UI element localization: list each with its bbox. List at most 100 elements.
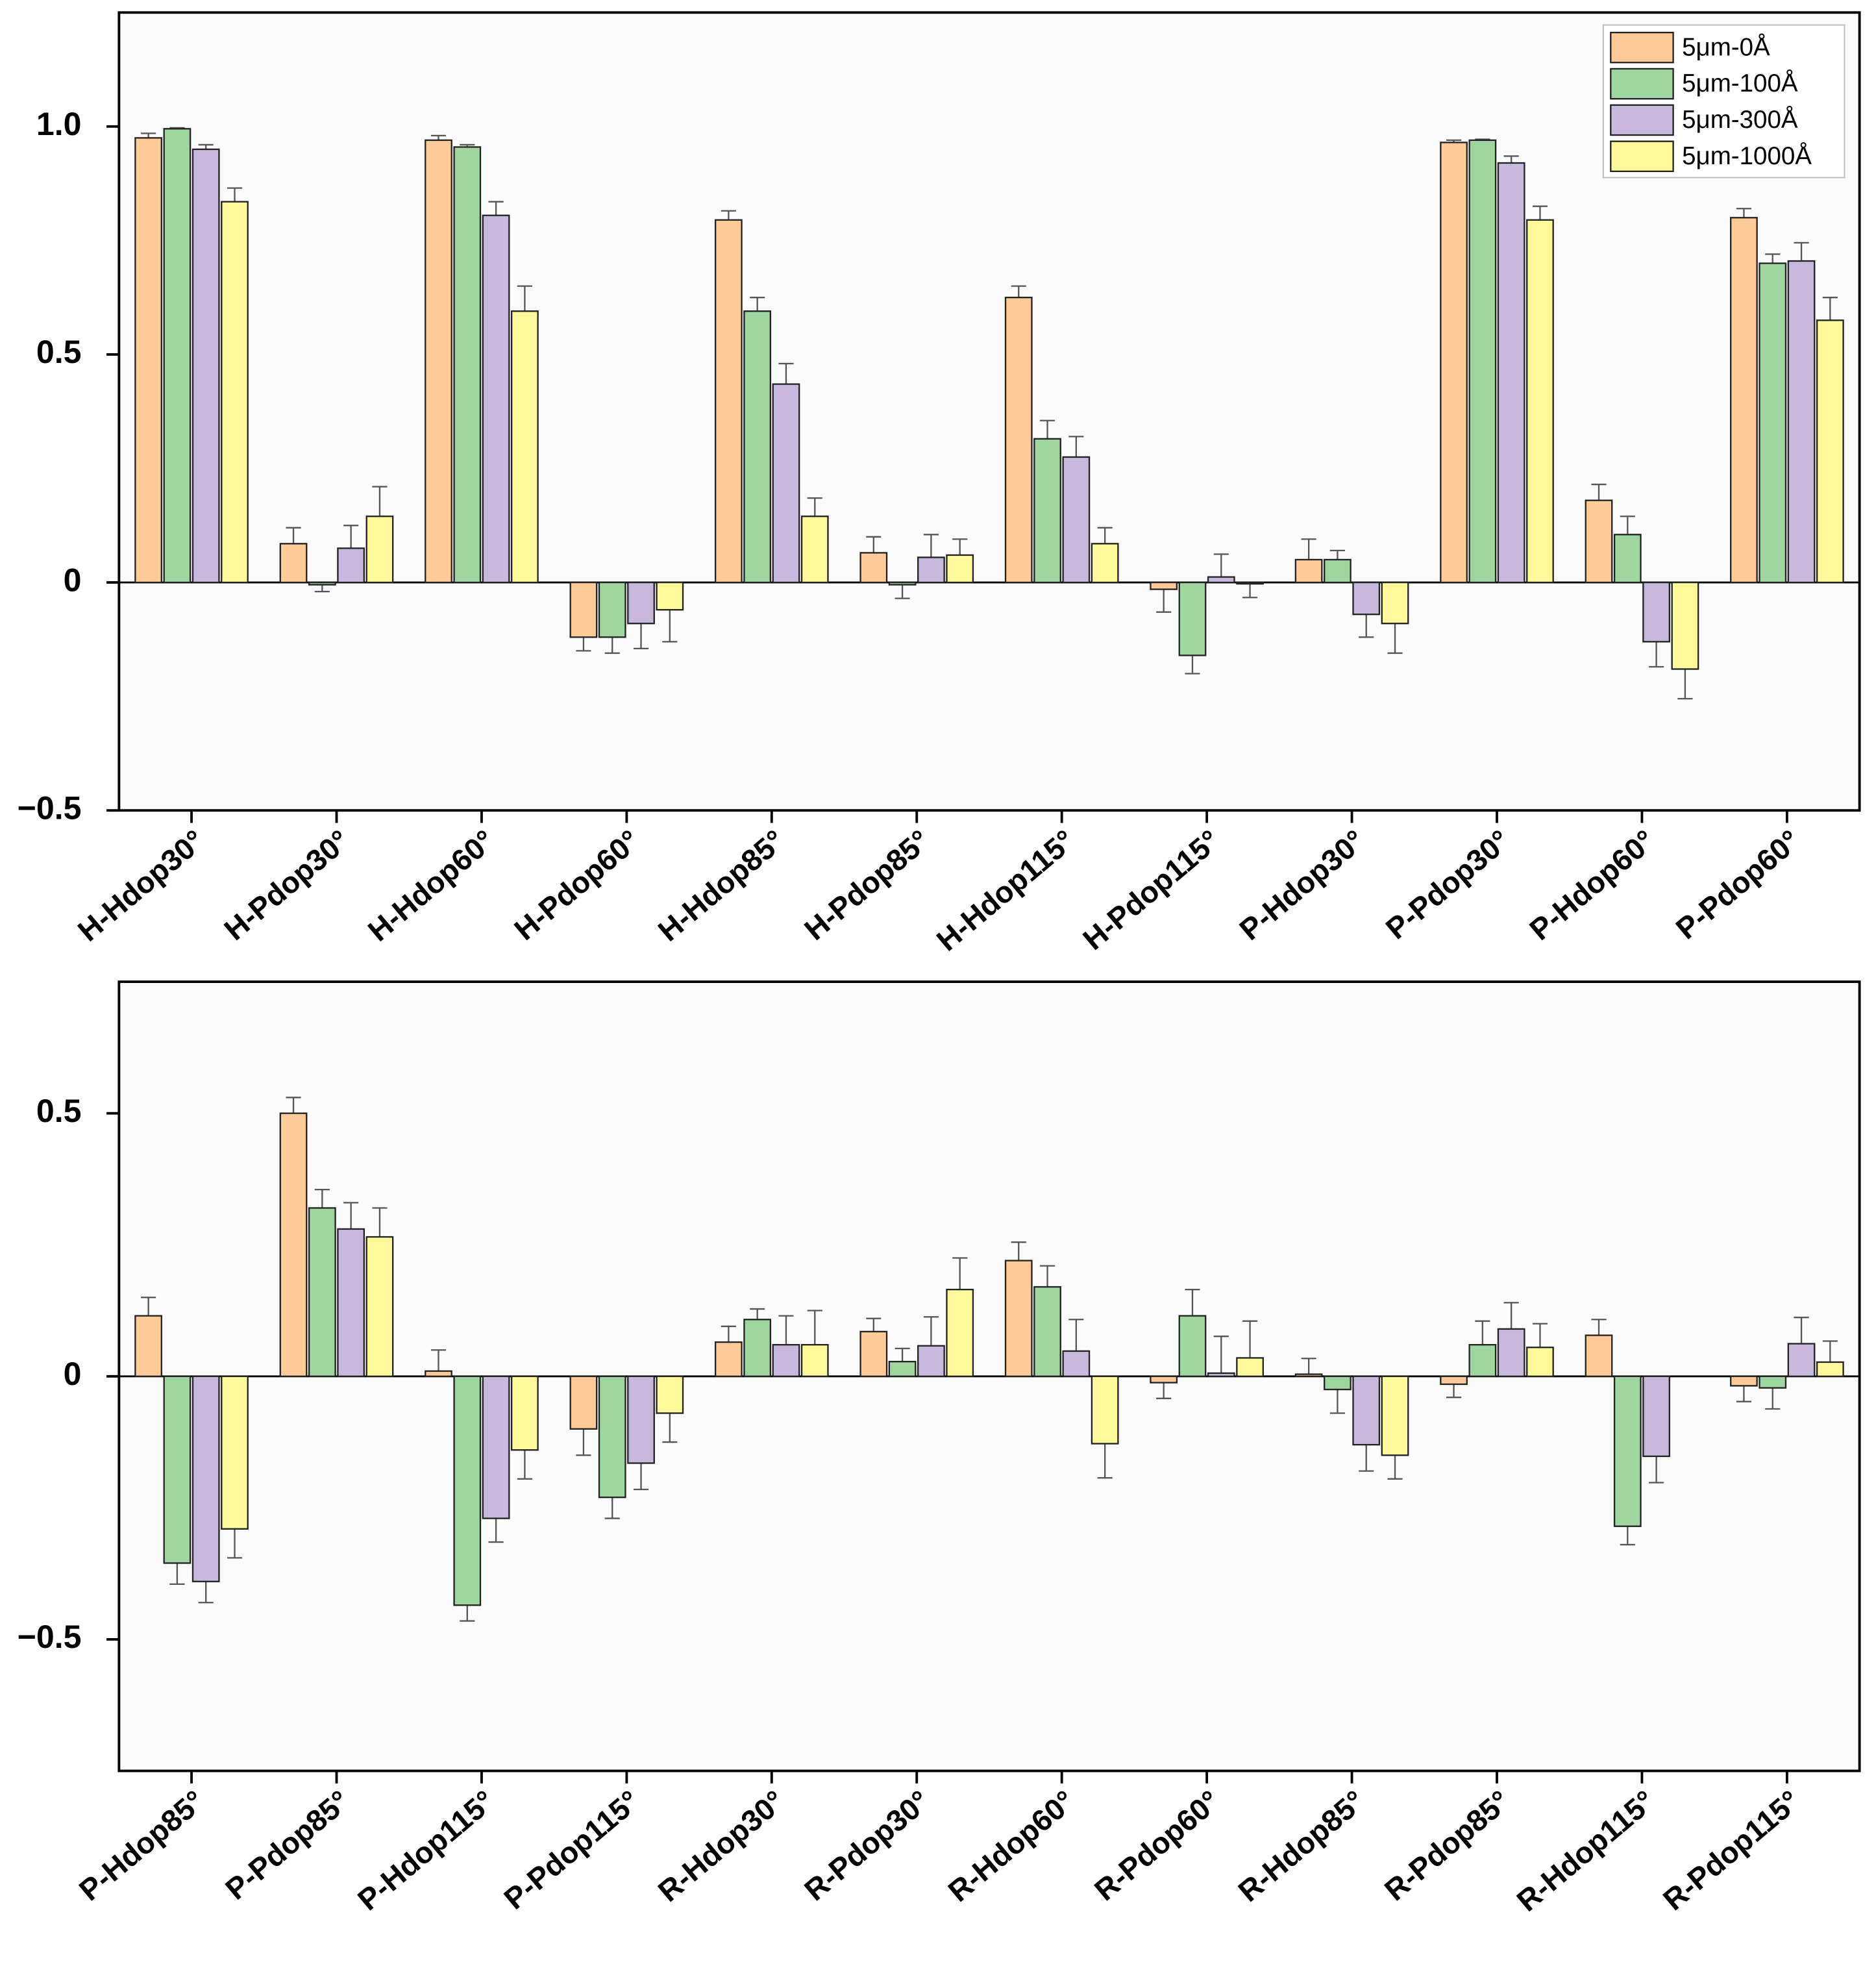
bar [453,1375,482,1606]
bar [1816,319,1844,584]
legend-swatch [1610,104,1674,136]
error-bar [576,637,591,652]
bar [1585,1334,1613,1377]
error-bar [633,623,649,650]
x-tick-label: R-Pdop30° [798,1784,936,1907]
bar [1150,581,1178,590]
bar [1730,1375,1758,1387]
y-tick-label: 0.5 [36,1093,82,1129]
bar [1468,1344,1497,1377]
bar [1381,581,1409,625]
error-bar [1620,1526,1635,1546]
bar [1613,534,1642,584]
bar [1324,1375,1351,1391]
x-tick-label: H-Pdop115° [1076,823,1226,956]
error-bar [576,1428,591,1456]
error-bar [1765,1387,1781,1410]
bar [365,1236,394,1377]
error-bar [141,132,156,138]
error-bar [1185,1288,1200,1316]
bar [627,1375,655,1464]
bar [743,1319,772,1377]
bar [1642,1375,1670,1458]
bar [279,1112,308,1377]
error-bar [1446,1384,1462,1399]
error-bar [750,297,765,312]
error-bar [372,1207,388,1238]
x-tick-label: P-Hdop30° [1233,823,1371,947]
bar [1730,217,1758,584]
legend-swatch [1610,68,1674,100]
bar [1497,1328,1525,1377]
bar [859,1330,888,1377]
bar [365,516,394,584]
bar [946,554,974,584]
x-tick-label: P-Hdop85° [73,1784,211,1907]
bar [800,1344,829,1377]
x-tick-label: R-Hdop85° [1231,1784,1371,1908]
bar [1497,162,1525,584]
x-tick-label: R-Hdop115° [1511,1784,1662,1918]
bar [1526,1347,1554,1377]
bar [772,383,800,584]
bar [1091,1375,1119,1445]
bar [453,146,482,584]
x-tick-label: R-Pdop115° [1657,1784,1807,1917]
x-tick-label: P-Pdop85° [219,1784,356,1906]
error-bar [633,1463,649,1491]
x-tick-label: R-Hdop60° [942,1784,1081,1908]
bar [1062,1350,1091,1377]
x-tick-label: P-Hdop115° [351,1784,501,1917]
error-bar [662,610,678,643]
x-tick-label: H-Pdop85° [798,823,936,947]
error-bar [1039,419,1055,439]
error-bar [343,525,359,549]
error-bar [1097,1443,1113,1479]
error-bar [1503,155,1519,164]
bar [714,219,743,584]
error-bar [1620,516,1635,535]
plot-area [119,12,1860,811]
error-bar [1591,483,1607,501]
error-bar [952,1257,968,1290]
error-bar [1591,1319,1607,1336]
y-tick-label: 1.0 [36,106,82,142]
error-bar [1329,549,1345,560]
bar [482,214,510,584]
error-bar [750,1308,765,1320]
error-bar [1532,1323,1548,1348]
error-bar [198,1581,214,1604]
bar [1150,1375,1178,1384]
y-tick-label: 0.5 [36,334,82,370]
bar [1526,219,1554,584]
error-bar [517,1450,532,1480]
bar [425,1370,452,1377]
error-bar [169,1563,185,1586]
bar [627,581,655,625]
y-tick-label: −0.5 [18,1619,82,1655]
error-bar [517,285,532,312]
error-bar [1156,1382,1172,1399]
error-bar [1475,1320,1490,1345]
bar [1381,1375,1409,1456]
bar [1585,499,1613,584]
bar [743,310,772,584]
error-bar [952,538,968,555]
x-tick-label: H-Hdop30° [71,823,211,948]
x-tick-label: H-Hdop85° [652,823,791,948]
bar [1440,142,1468,584]
x-tick-label: P-Pdop30° [1379,823,1516,946]
bar [134,137,162,584]
error-bar [923,1316,939,1346]
bar [946,1288,974,1377]
error-bar [721,1325,736,1343]
error-bar [372,486,388,517]
bar [279,543,308,584]
x-tick-label: R-Pdop85° [1378,1784,1516,1907]
error-bar [488,1518,504,1543]
y-tick-label: −0.5 [18,790,82,826]
error-bar [286,1097,301,1114]
bar [221,201,249,584]
bar [1613,1375,1642,1527]
